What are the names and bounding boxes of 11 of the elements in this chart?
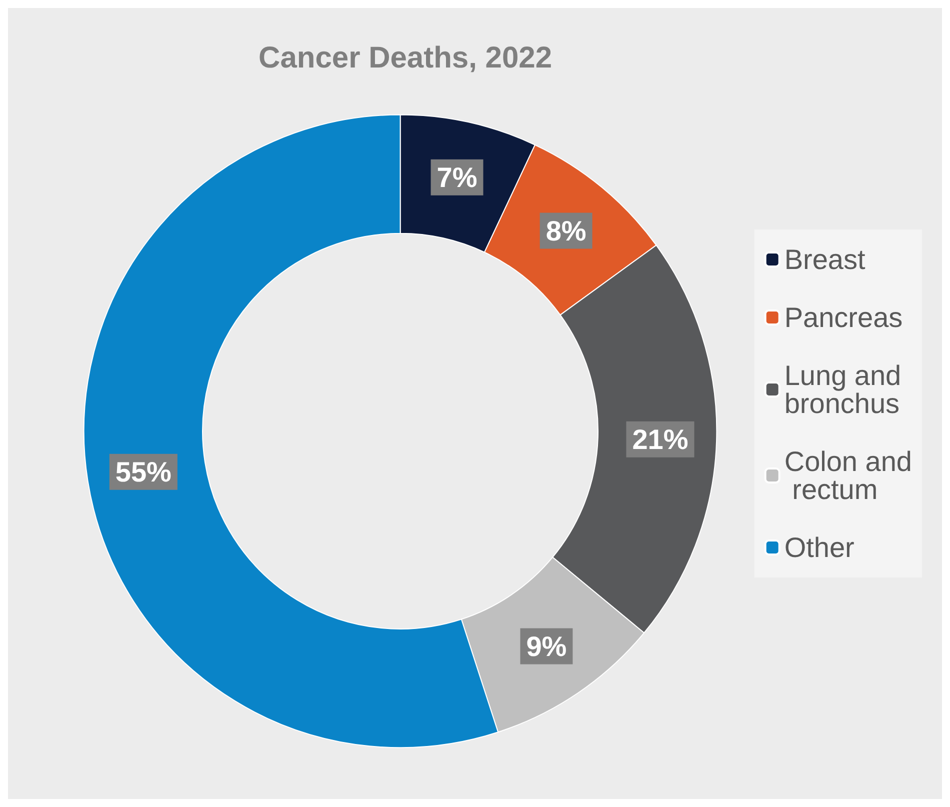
data-label: 9% [526,630,567,662]
data-label: 8% [546,215,586,246]
legend-label: Lung and bronchus [784,360,909,419]
legend-label: Other [784,532,854,563]
legend-label: Breast [784,244,866,275]
data-label: 7% [436,162,478,193]
chart-title: Cancer Deaths, 2022 [258,42,552,74]
data-label: 21% [632,424,688,455]
data-label: 55% [115,456,172,488]
legend-label: Colon and rectum [784,446,912,505]
legend-label: Pancreas [784,302,903,333]
